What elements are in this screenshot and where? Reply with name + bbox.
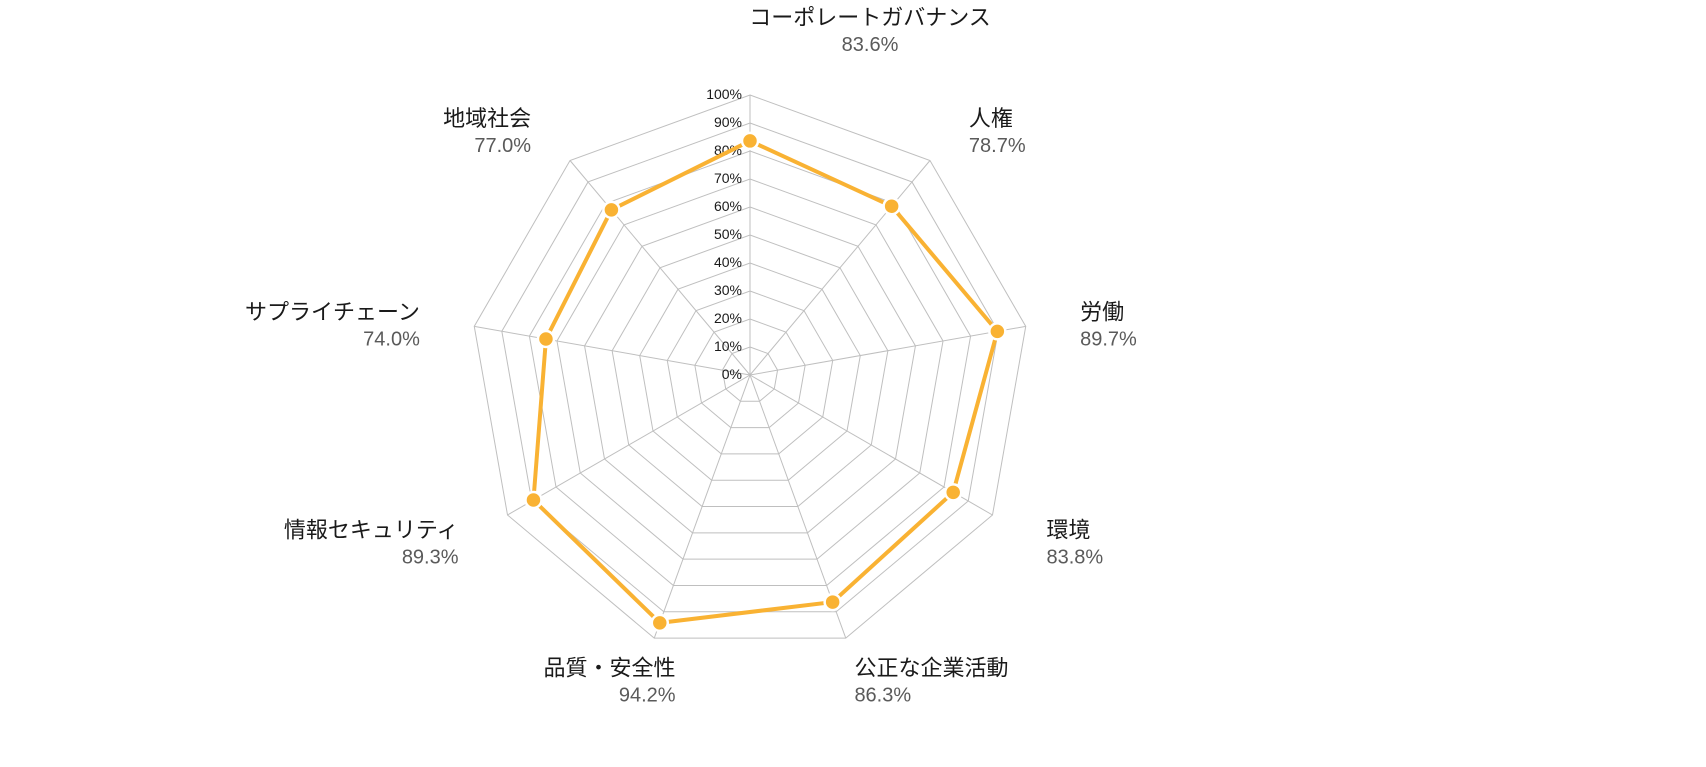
tick-label: 10% xyxy=(714,338,742,354)
tick-label: 60% xyxy=(714,198,742,214)
radar-tick-labels: 0%10%20%30%40%50%60%70%80%90%100% xyxy=(706,86,742,382)
tick-label: 50% xyxy=(714,226,742,242)
axis-label: コーポレートガバナンス xyxy=(749,5,991,30)
axis-value-label: 89.7% xyxy=(1080,328,1137,350)
tick-label: 30% xyxy=(714,282,742,298)
axis-value-label: 78.7% xyxy=(969,135,1026,157)
radar-marker xyxy=(945,484,961,500)
axis-label: 労働 xyxy=(1080,299,1124,324)
axis-label: 地域社会 xyxy=(443,106,531,131)
radar-chart: 0%10%20%30%40%50%60%70%80%90%100%コーポレートガ… xyxy=(0,0,1706,767)
radar-marker xyxy=(884,198,900,214)
tick-label: 40% xyxy=(714,254,742,270)
axis-label: 情報セキュリティ xyxy=(284,518,459,543)
tick-label: 0% xyxy=(722,366,742,382)
axis-value-label: 83.8% xyxy=(1046,547,1103,569)
tick-label: 100% xyxy=(706,86,742,102)
axis-label: 人権 xyxy=(969,106,1013,131)
axis-value-label: 74.0% xyxy=(363,328,420,350)
axis-value-label: 89.3% xyxy=(402,547,459,569)
axis-value-label: 77.0% xyxy=(474,135,531,157)
spoke xyxy=(750,326,1026,375)
axis-value-label: 86.3% xyxy=(854,685,911,707)
radar-marker xyxy=(525,492,541,508)
axis-label: サプライチェーン xyxy=(245,299,420,324)
tick-label: 20% xyxy=(714,310,742,326)
spoke xyxy=(508,375,750,515)
radar-marker xyxy=(989,323,1005,339)
radar-marker xyxy=(825,594,841,610)
radar-marker xyxy=(742,133,758,149)
radar-marker xyxy=(603,202,619,218)
spoke xyxy=(750,161,930,375)
axis-value-label: 83.6% xyxy=(842,34,899,56)
radar-marker xyxy=(538,331,554,347)
axis-label: 環境 xyxy=(1046,518,1090,543)
spoke xyxy=(474,326,750,375)
axis-label: 公正な企業活動 xyxy=(854,656,1008,681)
radar-marker xyxy=(652,615,668,631)
axis-label: 品質・安全性 xyxy=(544,656,676,681)
axis-value-label: 94.2% xyxy=(619,685,676,707)
tick-label: 70% xyxy=(714,170,742,186)
tick-label: 90% xyxy=(714,114,742,130)
radar-axis-labels: コーポレートガバナンス 83.6% 人権 78.7% 労働 89.7% 環境 83.8% 公正な… xyxy=(245,5,1137,707)
